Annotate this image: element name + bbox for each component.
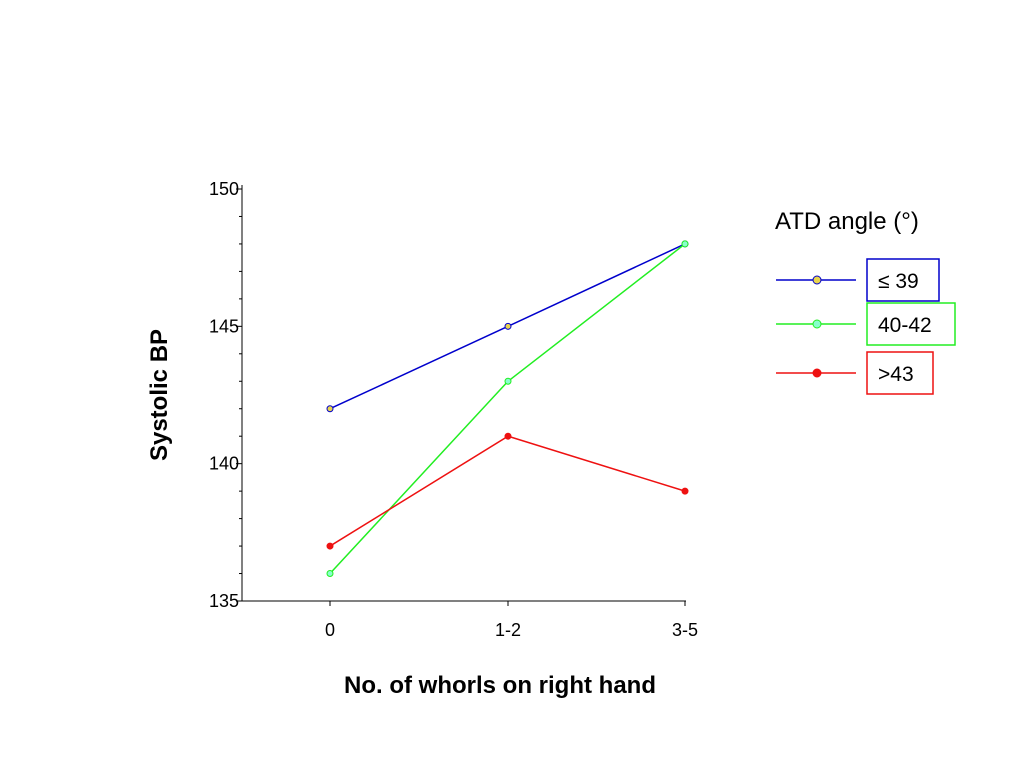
axes: 135 140 145 150 0 1-2 3-5	[209, 179, 698, 640]
legend-marker-3	[812, 368, 822, 378]
legend-box-3	[866, 351, 934, 395]
legend-title: ATD angle (°)	[775, 208, 919, 235]
data-point-2	[681, 240, 689, 248]
x-tick-label: 1-2	[495, 620, 521, 640]
data-point-3	[681, 487, 689, 495]
legend-label-2: 40-42	[878, 314, 932, 337]
legend: ATD angle (°) ≤ 39 40-42 >43	[775, 208, 956, 395]
y-tick-label: 140	[209, 454, 239, 474]
x-tick-label: 0	[325, 620, 335, 640]
legend-label-1: ≤ 39	[878, 270, 919, 293]
series-layer	[326, 240, 689, 578]
legend-marker-2	[812, 319, 822, 329]
y-tick-label: 150	[209, 179, 239, 199]
legend-marker-1	[812, 275, 822, 285]
data-point-3	[326, 542, 334, 550]
y-axis-title: Systolic BP	[146, 329, 173, 461]
x-tick-label: 3-5	[672, 620, 698, 640]
legend-box-1	[866, 258, 940, 302]
data-point-3	[504, 432, 512, 440]
y-tick-label: 145	[209, 316, 239, 336]
data-point-1	[504, 322, 512, 330]
data-point-1	[326, 405, 334, 413]
y-tick-label: 135	[209, 591, 239, 611]
series-line-3	[329, 435, 686, 547]
series-line-2	[329, 243, 686, 575]
x-axis-title: No. of whorls on right hand	[344, 672, 656, 699]
data-point-2	[326, 570, 334, 578]
legend-label-3: >43	[878, 363, 914, 386]
legend-box-2	[866, 302, 956, 346]
data-point-2	[504, 377, 512, 385]
